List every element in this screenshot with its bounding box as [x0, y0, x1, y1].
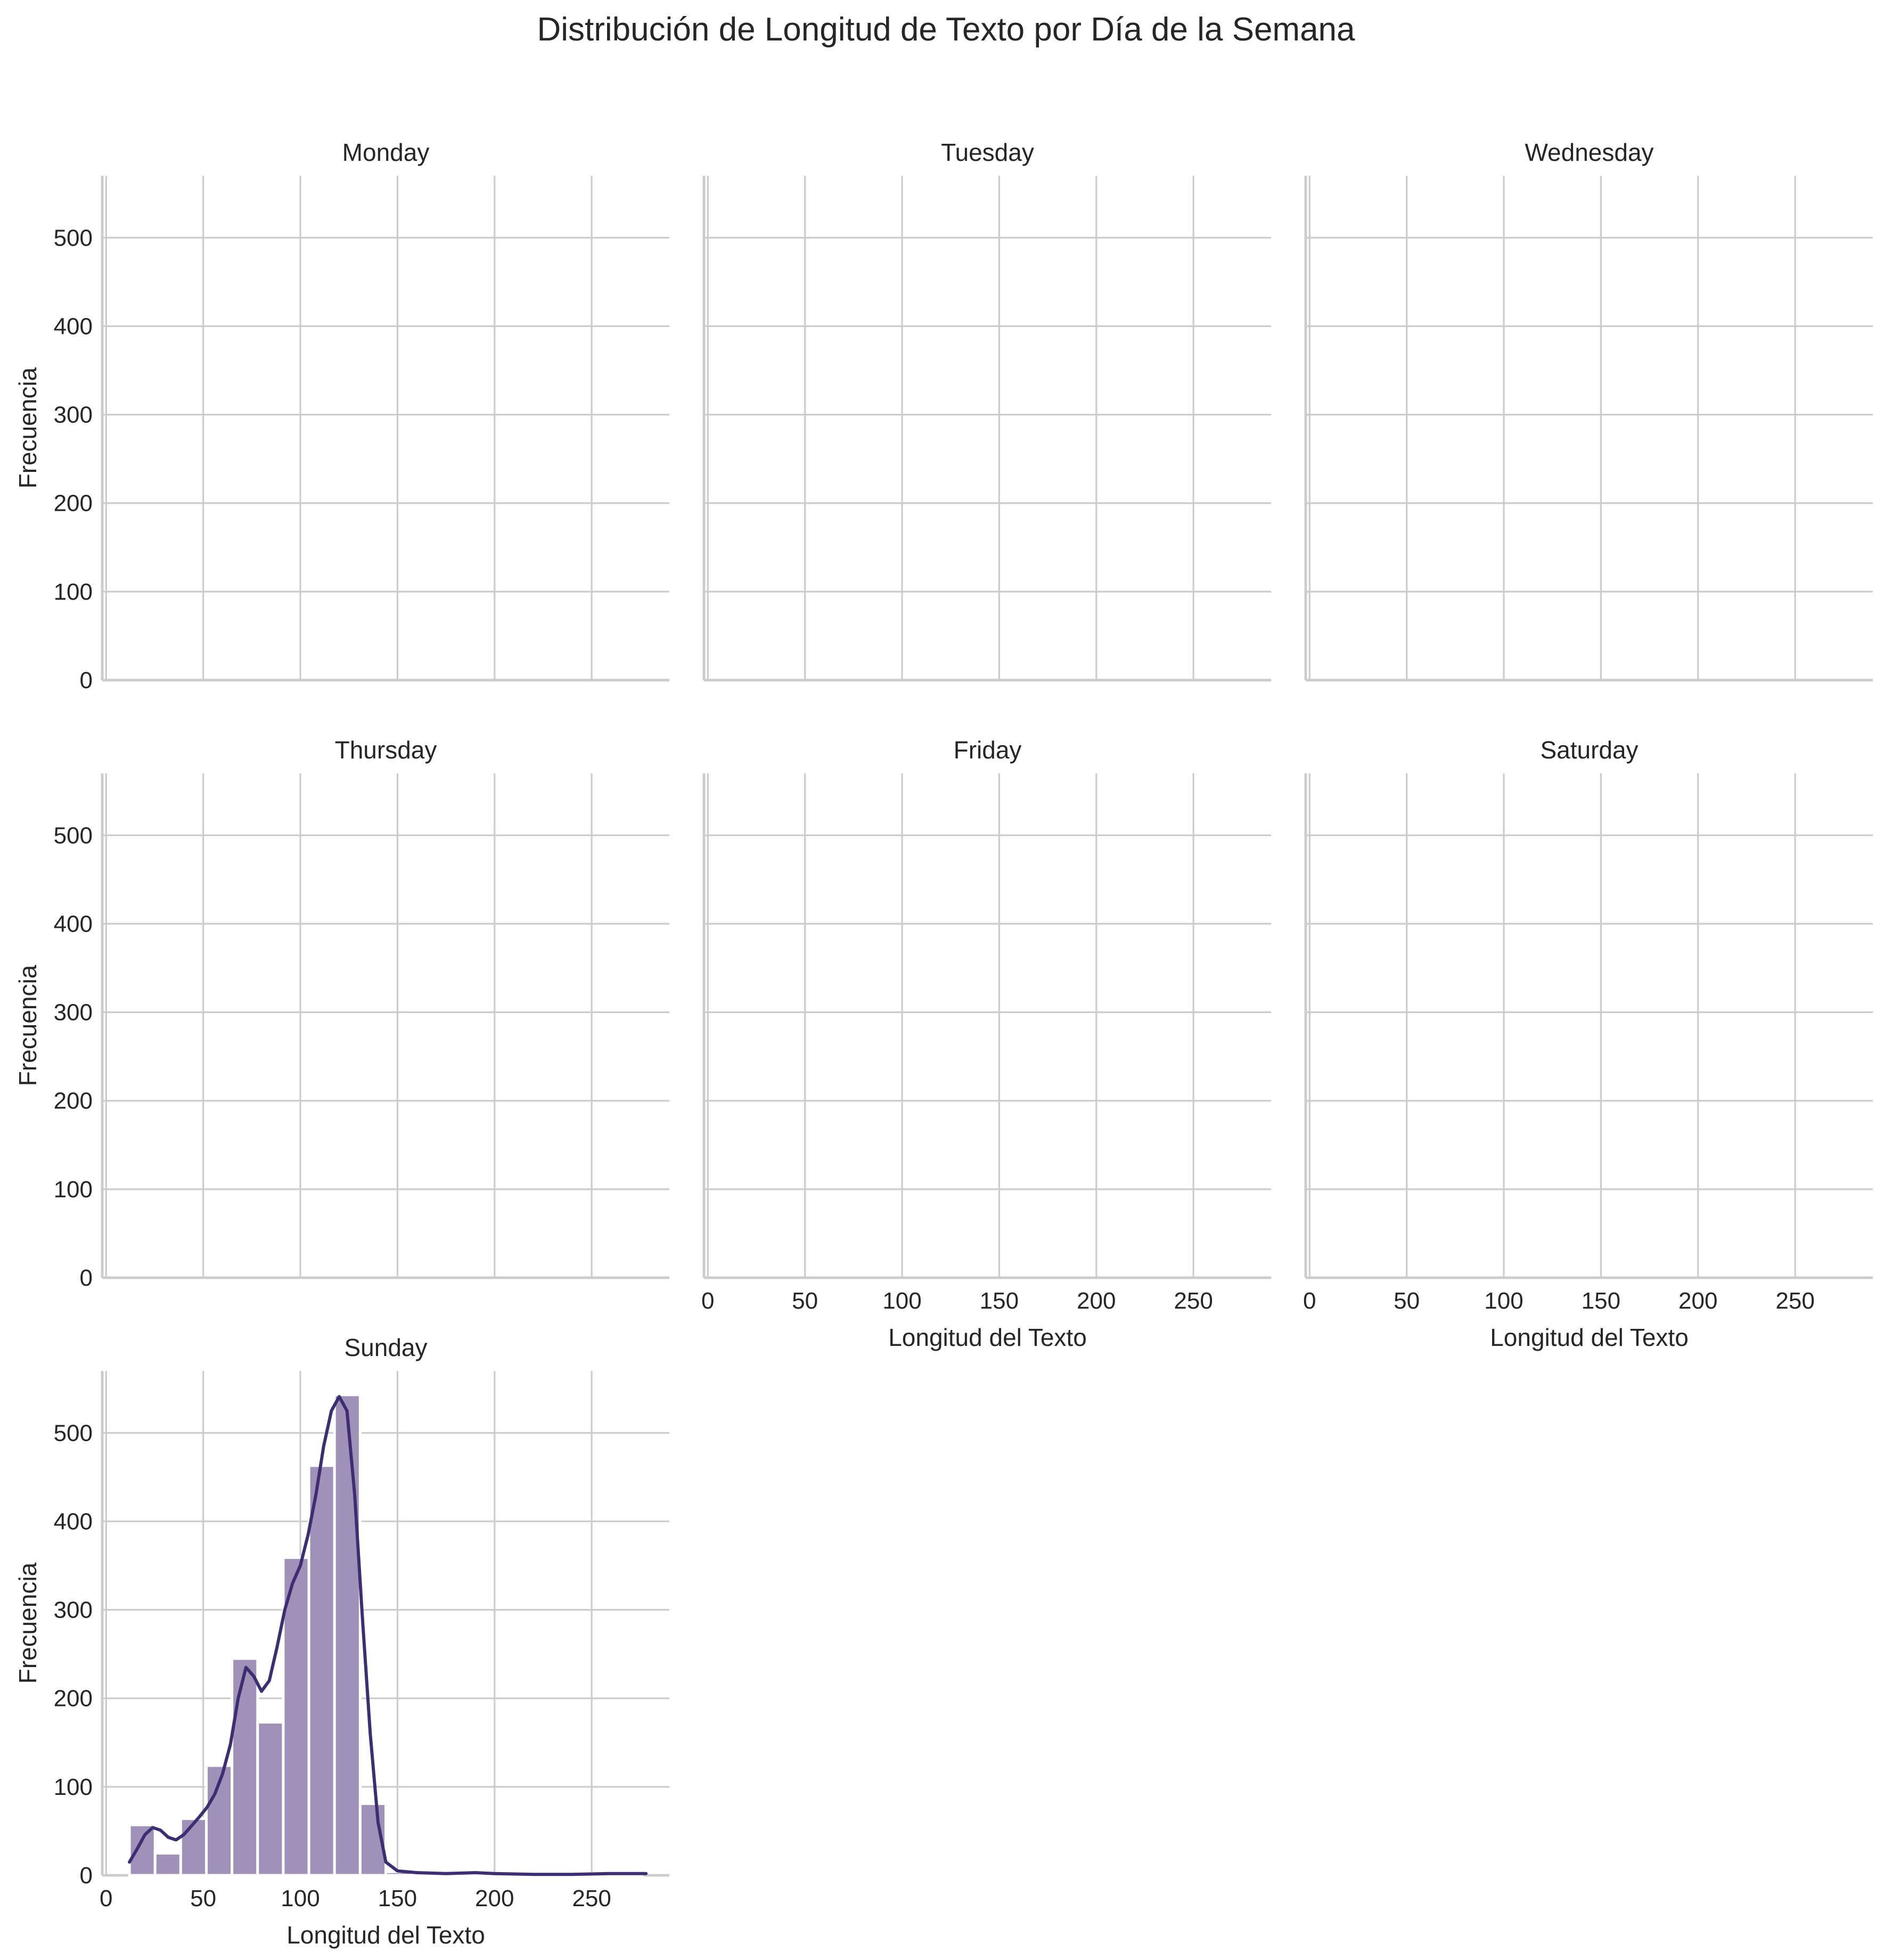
facet-title-tuesday: Tuesday — [941, 138, 1034, 166]
y-tick-label: 100 — [54, 579, 93, 605]
x-axis-label: Longitud del Texto — [888, 1324, 1087, 1351]
facet-panel-tuesday: Tuesday — [702, 138, 1271, 682]
x-axis-label: Longitud del Texto — [286, 1921, 485, 1949]
facet-title-monday: Monday — [342, 138, 430, 166]
y-tick-label: 300 — [54, 1597, 93, 1623]
x-tick-label: 100 — [1484, 1288, 1523, 1314]
y-tick-label: 100 — [54, 1774, 93, 1800]
facet-title-saturday: Saturday — [1540, 736, 1638, 764]
x-tick-label: 250 — [1775, 1288, 1814, 1314]
x-tick-label: 150 — [378, 1885, 417, 1912]
x-tick-label: 200 — [475, 1885, 514, 1912]
histogram-bar — [307, 1464, 336, 1877]
y-tick-label: 100 — [54, 1177, 93, 1203]
y-tick-label: 0 — [80, 1265, 93, 1291]
x-tick-label: 0 — [100, 1885, 112, 1912]
histogram-bar — [333, 1393, 362, 1877]
x-tick-label: 100 — [882, 1288, 921, 1314]
y-axis-label: Frecuencia — [14, 965, 42, 1086]
x-tick-label: 250 — [1174, 1288, 1213, 1314]
histogram-bar — [128, 1823, 157, 1877]
x-tick-label: 50 — [1394, 1288, 1420, 1314]
chart-title: Distribución de Longitud de Texto por Dí… — [537, 11, 1355, 48]
x-tick-label: 100 — [281, 1885, 320, 1912]
facet-panel-friday: Friday 0 50 100 150 200 250 Longitud del Texto — [701, 736, 1271, 1351]
histogram-bar — [153, 1851, 182, 1877]
histogram-bar — [256, 1721, 285, 1877]
facet-title-friday: Friday — [954, 736, 1022, 764]
y-axis-label: Frecuencia — [14, 1562, 42, 1684]
y-axis-label: Frecuencia — [14, 367, 42, 488]
facet-title-thursday: Thursday — [335, 736, 437, 764]
y-tick-label: 500 — [54, 822, 93, 848]
x-tick-label: 0 — [1303, 1288, 1316, 1314]
y-tick-label: 400 — [54, 1508, 93, 1534]
x-tick-label: 200 — [1077, 1288, 1116, 1314]
x-axis-label: Longitud del Texto — [1490, 1324, 1689, 1351]
x-tick-label: 150 — [1582, 1288, 1620, 1314]
y-tick-label: 500 — [54, 1420, 93, 1446]
y-tick-label: 0 — [80, 1863, 93, 1889]
x-tick-label: 0 — [701, 1288, 714, 1314]
facet-panel-monday: Monday 0 100 200 300 400 500 Frecuencia — [14, 138, 669, 693]
facet-panel-sunday: Sunday 0 100 200 300 400 500 Frecuencia 0 50 100 15… — [14, 1334, 669, 1949]
facet-panel-thursday: Thursday 0 100 200 300 400 500 Frecuencia — [14, 736, 669, 1291]
facet-title-sunday: Sunday — [344, 1334, 427, 1361]
facet-panel-saturday: Saturday 0 50 100 150 200 250 Longitud del Text… — [1303, 736, 1873, 1351]
y-tick-label: 200 — [54, 491, 93, 517]
histogram-bar — [231, 1657, 259, 1877]
x-tick-label: 200 — [1678, 1288, 1717, 1314]
y-tick-label: 300 — [54, 402, 93, 428]
y-tick-label: 200 — [54, 1686, 93, 1712]
x-tick-label: 150 — [980, 1288, 1019, 1314]
kde-curve — [128, 1395, 648, 1876]
y-tick-label: 400 — [54, 911, 93, 937]
y-tick-label: 300 — [54, 1000, 93, 1026]
x-tick-label: 50 — [190, 1885, 216, 1912]
y-tick-label: 400 — [54, 313, 93, 339]
y-tick-label: 0 — [80, 667, 93, 693]
x-tick-label: 50 — [792, 1288, 818, 1314]
facet-panel-wednesday: Wednesday — [1304, 138, 1873, 682]
x-tick-label: 250 — [572, 1885, 611, 1912]
y-tick-label: 500 — [54, 225, 93, 251]
histogram-bar — [179, 1817, 208, 1877]
y-tick-label: 200 — [54, 1088, 93, 1114]
facet-title-wednesday: Wednesday — [1525, 138, 1653, 166]
histogram-bar — [282, 1556, 310, 1877]
